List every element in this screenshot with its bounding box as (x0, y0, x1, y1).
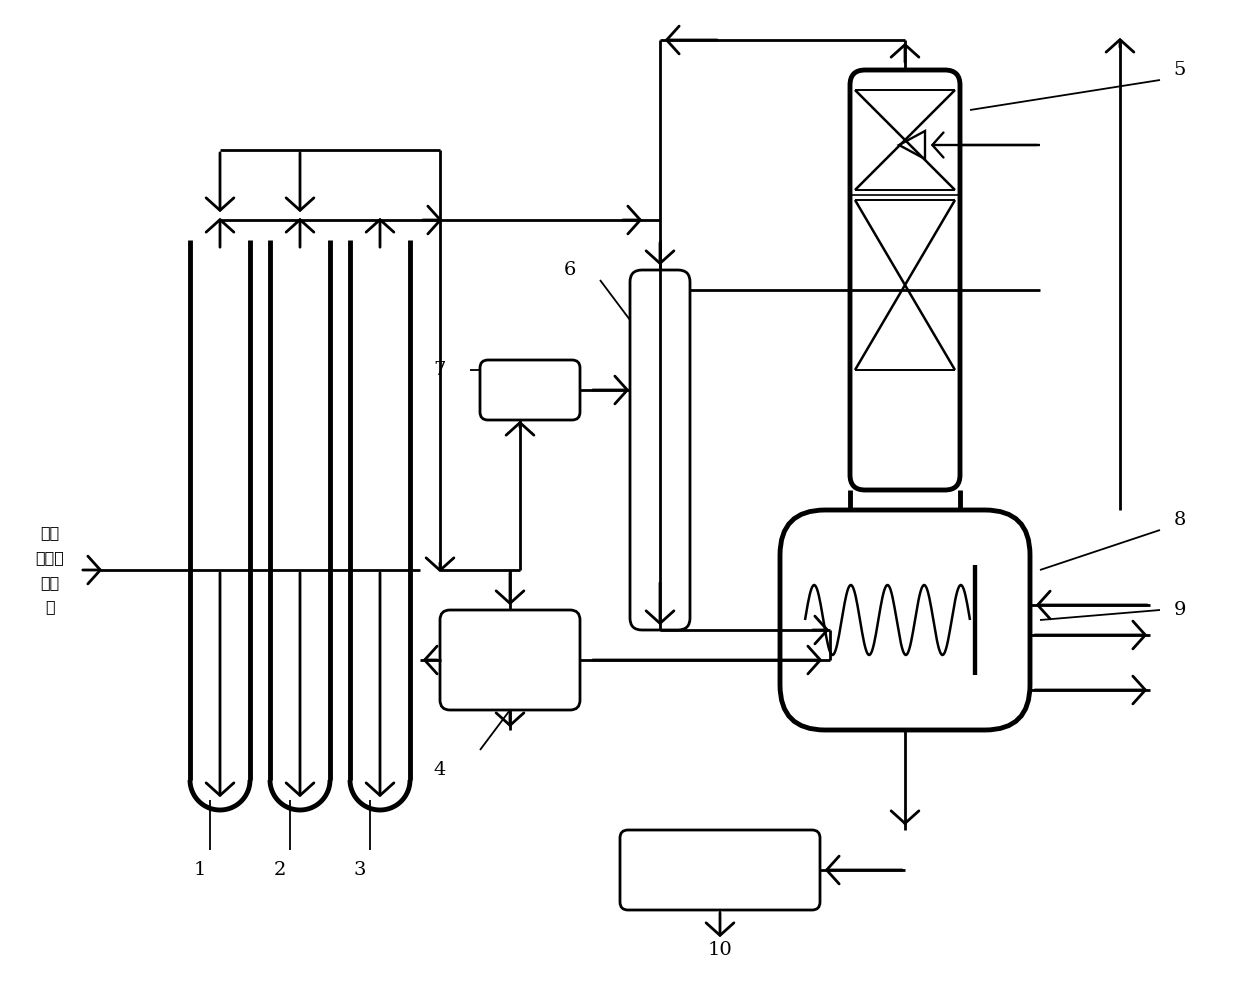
FancyBboxPatch shape (780, 510, 1030, 730)
Text: 8: 8 (1174, 511, 1187, 529)
FancyBboxPatch shape (620, 830, 820, 910)
Text: 5: 5 (1174, 61, 1187, 79)
Text: 6: 6 (564, 261, 577, 279)
Text: 3: 3 (353, 861, 366, 879)
Text: 9: 9 (1174, 601, 1187, 619)
Text: 1: 1 (193, 861, 206, 879)
Text: 来自
脉硫后
原料
气: 来自 脉硫后 原料 气 (36, 526, 64, 615)
Text: 10: 10 (708, 941, 733, 959)
Text: 7: 7 (434, 361, 446, 379)
FancyBboxPatch shape (480, 360, 580, 420)
Text: 4: 4 (434, 761, 446, 779)
FancyBboxPatch shape (630, 270, 689, 630)
FancyBboxPatch shape (440, 610, 580, 710)
FancyBboxPatch shape (849, 70, 960, 490)
Text: 2: 2 (274, 861, 286, 879)
